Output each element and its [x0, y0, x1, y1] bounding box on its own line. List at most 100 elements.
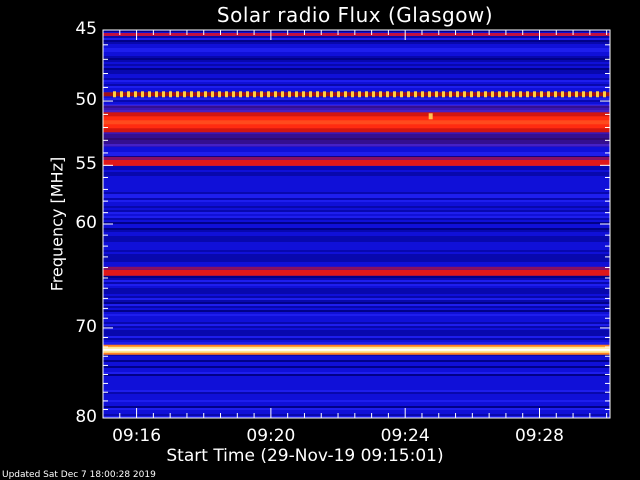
noise-stripe: [103, 142, 610, 144]
noise-stripe: [103, 140, 610, 142]
band-49-dash: [183, 91, 186, 98]
band-49-dash: [204, 91, 207, 98]
band-49-dash: [267, 91, 270, 98]
band-49-dash: [554, 91, 557, 98]
noise-stripe: [103, 230, 610, 232]
noise-stripe: [103, 342, 610, 344]
band-49-dash: [484, 91, 487, 98]
band-49-dash: [372, 91, 375, 98]
band-49-dash: [197, 91, 200, 98]
noise-stripe: [103, 306, 610, 308]
band-49-dash: [218, 91, 221, 98]
band-49-dash: [141, 91, 144, 98]
band-49-dash: [526, 91, 529, 98]
noise-stripe: [103, 406, 610, 408]
noise-stripe: [103, 56, 610, 58]
band-49-dash: [582, 91, 585, 98]
band-49-dash: [463, 91, 466, 98]
band-49-dash: [393, 91, 396, 98]
noise-stripe: [103, 60, 610, 62]
noise-stripe: [103, 334, 610, 336]
band-red: [103, 159, 610, 166]
noise-stripe: [103, 236, 610, 238]
noise-stripe: [103, 416, 610, 418]
band-49-dash: [295, 91, 298, 98]
noise-stripe: [103, 218, 610, 220]
band-red-halo: [103, 156, 610, 160]
noise-stripe: [103, 72, 610, 74]
noise-stripe: [103, 64, 610, 66]
noise-stripe: [103, 330, 610, 332]
emission-bands: [103, 91, 610, 355]
y-tick-label: 55: [75, 154, 97, 175]
noise-stripe: [103, 106, 610, 108]
band-49-dash: [596, 91, 599, 98]
band-49-dash: [414, 91, 417, 98]
band-49-dash: [575, 91, 578, 98]
noise-stripe: [103, 282, 610, 284]
band-49-dash: [470, 91, 473, 98]
noise-stripe: [103, 212, 610, 214]
band-49-dash: [211, 91, 214, 98]
x-tick-label: 09:28: [514, 426, 564, 446]
band-49-dash: [358, 91, 361, 98]
band-49-dash: [162, 91, 165, 98]
noise-stripe: [103, 152, 610, 154]
noise-stripe: [103, 296, 610, 298]
band-49-dash: [113, 91, 116, 98]
band-49-dash: [512, 91, 515, 98]
noise-stripe: [103, 228, 610, 230]
noise-stripe: [103, 154, 610, 156]
noise-stripe: [103, 332, 610, 334]
band-49-dash: [323, 91, 326, 98]
noise-stripe: [103, 50, 610, 52]
band-49-dash: [386, 91, 389, 98]
noise-stripe: [103, 336, 610, 338]
noise-stripe: [103, 200, 610, 202]
chart-title: Solar radio Flux (Glasgow): [216, 3, 494, 27]
noise-stripe: [103, 256, 610, 258]
x-tick-label: 09:16: [112, 426, 162, 446]
noise-stripe: [103, 192, 610, 194]
noise-stripe: [103, 408, 610, 410]
tick-marks: [103, 29, 610, 419]
noise-stripe: [103, 290, 610, 292]
band-49-dash: [281, 91, 284, 98]
y-tick-label: 80: [75, 407, 97, 427]
y-tick-label: 45: [75, 19, 97, 39]
noise-stripe: [103, 322, 610, 324]
band-49-dash: [547, 91, 550, 98]
noise-stripe: [103, 390, 610, 392]
y-tick-label: 70: [75, 316, 97, 337]
y-tick-label: 60: [75, 213, 97, 233]
noise-stripe: [103, 292, 610, 294]
noise-stripe: [103, 324, 610, 326]
band-49-dash: [176, 91, 179, 98]
noise-stripe: [103, 284, 610, 286]
band-49-dash: [239, 91, 242, 98]
band-49-base: [103, 92, 610, 97]
band-49-dash: [246, 91, 249, 98]
noise-stripe: [103, 400, 610, 402]
band-51-peak: [103, 120, 610, 125]
noise-stripe: [103, 304, 610, 306]
noise-stripe: [103, 222, 610, 224]
edge-band: [103, 32, 610, 36]
noise-stripe: [103, 326, 610, 328]
band-49-dash: [533, 91, 536, 98]
band-49-dash: [225, 91, 228, 98]
band-49-dash: [435, 91, 438, 98]
x-tick-label: 09:20: [246, 426, 296, 446]
band-49-dash: [316, 91, 319, 98]
band-49-dash: [407, 91, 410, 98]
band-49-dash: [421, 91, 424, 98]
noise-stripe: [103, 70, 610, 72]
noise-stripe: [103, 166, 610, 168]
band-49-dash: [155, 91, 158, 98]
band-72-peak: [103, 348, 610, 351]
band-49-dash: [491, 91, 494, 98]
noise-stripe: [103, 278, 610, 280]
band-49-dash: [134, 91, 137, 98]
band-49-dash: [288, 91, 291, 98]
noise-stripe: [103, 144, 610, 146]
